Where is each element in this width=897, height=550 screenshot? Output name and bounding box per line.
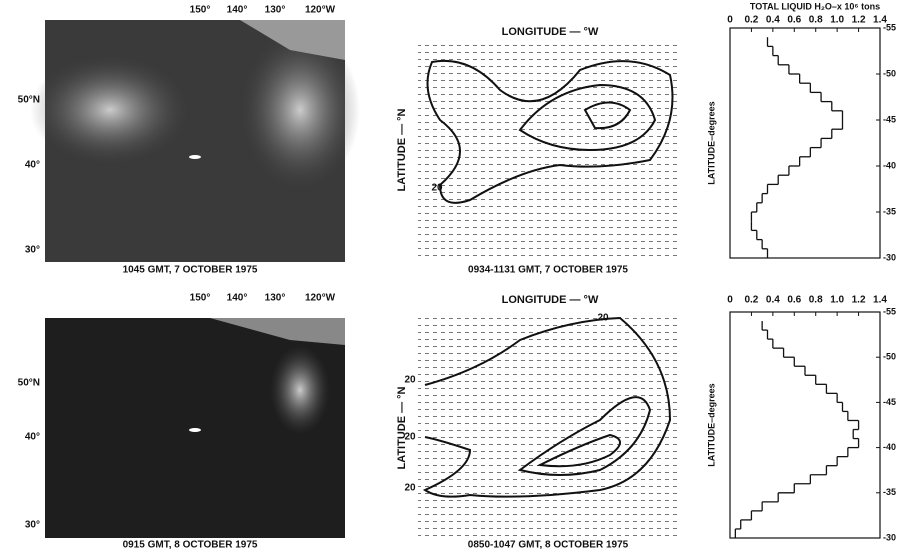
x-tick-label: 0 bbox=[727, 295, 733, 306]
lon-label: 150° bbox=[190, 293, 211, 304]
contour-map-bottom bbox=[418, 316, 680, 540]
y-tick-label: -35 bbox=[883, 487, 896, 497]
lat-label: 40° bbox=[25, 160, 40, 171]
lon-label: 120°W bbox=[305, 5, 336, 16]
x-tick-label: 0.4 bbox=[766, 15, 780, 26]
y-tick-label: -35 bbox=[883, 206, 896, 216]
y-tick-label: -30 bbox=[883, 532, 896, 542]
contour-map-top bbox=[418, 42, 680, 260]
map-ylabel: LATITUDE — °N bbox=[396, 386, 408, 469]
map-title: LONGITUDE — °W bbox=[502, 294, 599, 306]
lat-label: 30° bbox=[25, 245, 40, 256]
lat-label: 30° bbox=[25, 520, 40, 531]
lat-label: 50°N bbox=[18, 95, 40, 106]
x-tick-label: 0.6 bbox=[787, 295, 801, 306]
lon-label: 130° bbox=[265, 293, 286, 304]
chart-title: TOTAL LIQUID H₂O–x 10⁶ tons bbox=[750, 1, 880, 11]
y-tick-label: -55 bbox=[883, 22, 896, 32]
x-tick-label: 0.6 bbox=[787, 15, 801, 26]
lon-label: 130° bbox=[265, 5, 286, 16]
satellite-image-top bbox=[30, 20, 360, 262]
x-tick-label: 1.0 bbox=[830, 295, 844, 306]
x-tick-label: 0.2 bbox=[744, 15, 758, 26]
x-tick-label: 1.2 bbox=[852, 295, 866, 306]
contour-label: 20 bbox=[597, 313, 609, 324]
lon-label: 140° bbox=[227, 293, 248, 304]
image-caption: 0915 GMT, 8 OCTOBER 1975 bbox=[123, 540, 258, 550]
map-title: LONGITUDE — °W bbox=[502, 26, 599, 38]
plot-frame bbox=[729, 311, 881, 539]
y-tick-label: -45 bbox=[883, 114, 896, 124]
lon-label: 140° bbox=[227, 5, 248, 16]
map-caption: 0850-1047 GMT, 8 OCTOBER 1975 bbox=[468, 540, 629, 550]
image-caption: 1045 GMT, 7 OCTOBER 1975 bbox=[123, 265, 258, 276]
y-tick-label: -40 bbox=[883, 160, 896, 170]
x-tick-label: 0 bbox=[727, 15, 733, 26]
x-tick-label: 0.4 bbox=[766, 295, 780, 306]
contour-label: 20 bbox=[404, 432, 416, 443]
x-tick-label: 1.4 bbox=[873, 295, 887, 306]
y-axis-label: LATITUDE–degrees bbox=[706, 101, 716, 184]
contour-label: 20 bbox=[404, 483, 416, 494]
contour-label: 20 bbox=[431, 183, 443, 194]
x-tick-label: 1.4 bbox=[873, 15, 887, 26]
x-tick-label: 0.8 bbox=[809, 295, 823, 306]
y-tick-label: -50 bbox=[883, 352, 896, 362]
y-axis-label: LATITUDE–degrees bbox=[706, 383, 716, 466]
y-tick-label: -50 bbox=[883, 68, 896, 78]
map-caption: 0934-1131 GMT, 7 OCTOBER 1975 bbox=[468, 265, 628, 276]
lat-label: 40° bbox=[25, 432, 40, 443]
x-tick-label: 1.0 bbox=[830, 15, 844, 26]
contour-label: 20 bbox=[404, 375, 416, 386]
lon-label: 150° bbox=[190, 5, 211, 16]
x-tick-label: 1.2 bbox=[852, 15, 866, 26]
y-tick-label: -40 bbox=[883, 442, 896, 452]
satellite-image-bottom bbox=[45, 318, 345, 538]
y-tick-label: -55 bbox=[883, 306, 896, 316]
x-tick-label: 0.8 bbox=[809, 15, 823, 26]
map-ylabel: LATITUDE — °N bbox=[396, 108, 408, 191]
lon-label: 120°W bbox=[305, 293, 336, 304]
lat-label: 50°N bbox=[18, 378, 40, 389]
x-tick-label: 0.2 bbox=[744, 295, 758, 306]
y-tick-label: -45 bbox=[883, 397, 896, 407]
plot-frame bbox=[729, 27, 881, 259]
y-tick-label: -30 bbox=[883, 252, 896, 262]
